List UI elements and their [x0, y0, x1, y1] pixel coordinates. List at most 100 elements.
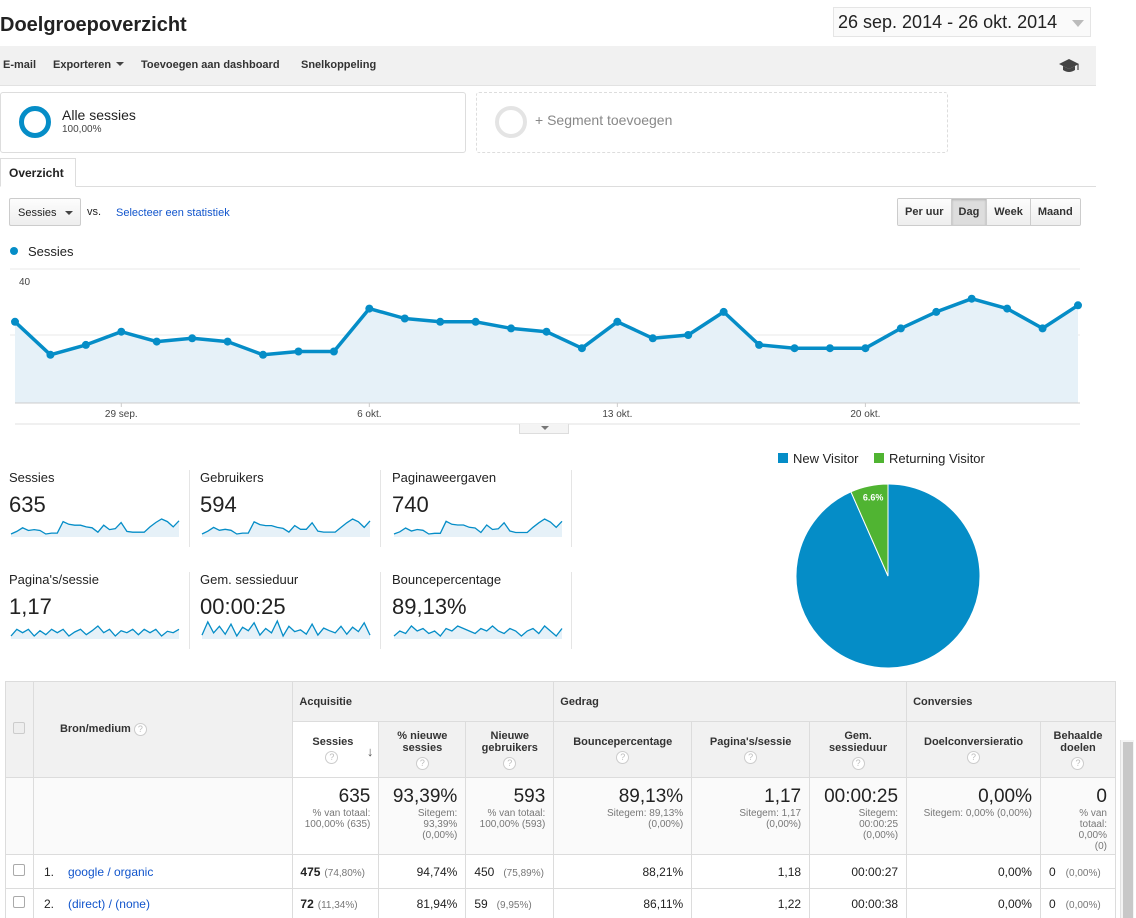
data-point[interactable] — [1038, 324, 1047, 333]
kpi-card[interactable]: Gebruikers 594 — [200, 470, 380, 548]
help-icon[interactable]: ? — [616, 750, 630, 764]
data-point[interactable] — [932, 307, 941, 316]
kpi-value: 89,13% — [392, 594, 467, 619]
column-header-label: Bouncepercentage — [573, 735, 673, 748]
col-new-sessions-pct[interactable]: % nieuwe sessies? — [378, 721, 467, 778]
add-segment-button[interactable]: + Segment toevoegen — [476, 92, 948, 153]
kpi-card[interactable]: Gem. sessieduur 00:00:25 — [200, 572, 380, 650]
data-point[interactable] — [223, 337, 232, 346]
data-point[interactable] — [46, 350, 55, 359]
row-checkbox[interactable] — [13, 864, 26, 876]
data-point[interactable] — [967, 294, 976, 303]
metric-select-label: Sessies — [18, 207, 57, 219]
tab-overview[interactable]: Overzicht — [0, 158, 76, 187]
help-icon[interactable]: ? — [967, 750, 981, 764]
data-point[interactable] — [329, 347, 338, 356]
chevron-down-icon[interactable] — [1072, 20, 1084, 27]
totals-sub: Sitegem: 1,17 (0,00%) — [739, 808, 802, 830]
data-point[interactable] — [117, 327, 126, 336]
email-button[interactable]: E-mail — [3, 59, 37, 71]
data-point[interactable] — [365, 304, 374, 313]
chart-collapse-handle[interactable] — [519, 424, 569, 434]
period-hour-button[interactable]: Per uur — [898, 199, 952, 225]
data-point[interactable] — [790, 344, 799, 353]
data-point[interactable] — [896, 324, 905, 333]
graduation-cap-icon[interactable] — [1058, 57, 1080, 75]
kpi-card[interactable]: Pagina's/sessie 1,17 — [9, 572, 189, 650]
cell-sessions: 72 (11,34%) — [292, 888, 380, 918]
data-point[interactable] — [471, 317, 480, 326]
data-point[interactable] — [719, 307, 728, 316]
data-point[interactable] — [684, 331, 693, 339]
data-point[interactable] — [81, 340, 90, 349]
date-range-picker[interactable]: 26 sep. 2014 - 26 okt. 2014 — [833, 7, 1091, 37]
row-source-link[interactable]: (direct) / (none) — [67, 896, 150, 911]
kpi-card[interactable]: Sessies 635 — [9, 470, 189, 548]
metric-select[interactable]: Sessies — [9, 198, 81, 226]
period-week-button[interactable]: Week — [987, 199, 1031, 225]
data-point[interactable] — [188, 334, 197, 343]
help-icon[interactable]: ? — [744, 750, 758, 764]
col-conversion-rate[interactable]: Doelconversieratio? — [906, 721, 1041, 778]
cell-new-users-value: 450 — [474, 864, 495, 879]
period-day-button[interactable]: Dag — [951, 199, 988, 225]
table-row[interactable]: 2. (direct) / (none) 72 (11,34%) 81,94% 59 (9,… — [5, 888, 1117, 918]
data-point[interactable] — [648, 334, 657, 343]
table-row[interactable]: 1. google / organic 475 (74,80%) 94,74% 450 (7… — [5, 854, 1117, 889]
select-statistic-link[interactable]: Selecteer een statistiek — [116, 207, 230, 219]
cell-new-users-pct: (9,95%) — [496, 899, 532, 911]
col-avg-duration[interactable]: Gem. sessieduur? — [809, 721, 908, 778]
shortcut-button[interactable]: Snelkoppeling — [301, 59, 377, 71]
data-point[interactable] — [825, 344, 834, 353]
table-scrollbar[interactable] — [1120, 740, 1134, 918]
data-point[interactable] — [755, 340, 764, 349]
data-point[interactable] — [1003, 304, 1012, 313]
data-point[interactable] — [400, 314, 409, 323]
data-point[interactable] — [861, 344, 870, 353]
row-source-link[interactable]: google / organic — [67, 864, 154, 879]
data-point[interactable] — [152, 337, 161, 346]
visitor-type-pie-chart[interactable]: 93.4%6.6% — [790, 478, 990, 674]
kpi-card[interactable]: Bouncepercentage 89,13% — [392, 572, 572, 650]
select-all-checkbox[interactable] — [13, 722, 26, 734]
dimension-header[interactable]: Bron/medium ? — [32, 681, 294, 778]
segment-ring-icon — [19, 106, 51, 138]
totals-sub: % van totaal: 0,00% (0) — [1078, 808, 1107, 852]
data-point[interactable] — [436, 317, 445, 326]
data-point[interactable] — [613, 317, 622, 326]
col-new-users[interactable]: Nieuwe gebruikers? — [465, 721, 555, 778]
col-goal-completions[interactable]: Behaalde doelen? — [1039, 721, 1117, 778]
data-point[interactable] — [294, 347, 303, 356]
totals-checkbox-cell — [5, 777, 34, 855]
col-bounce-rate[interactable]: Bouncepercentage? — [553, 721, 693, 778]
help-icon[interactable]: ? — [503, 756, 517, 770]
help-icon[interactable]: ? — [415, 756, 429, 770]
sparkline-area — [11, 519, 179, 537]
data-point[interactable] — [1074, 301, 1082, 310]
sessions-line-chart[interactable]: 204029 sep.6 okt.13 okt.20 okt. — [0, 265, 1096, 435]
data-point[interactable] — [259, 350, 268, 359]
data-point[interactable] — [507, 324, 516, 333]
period-month-button[interactable]: Maand — [1030, 199, 1080, 225]
data-point[interactable] — [577, 344, 586, 353]
pie-slice[interactable] — [850, 483, 889, 577]
help-icon[interactable]: ? — [1071, 756, 1085, 770]
kpi-card[interactable]: Paginaweergaven 740 — [392, 470, 572, 548]
add-to-dashboard-button[interactable]: Toevoegen aan dashboard — [141, 59, 280, 71]
export-button[interactable]: Exporteren — [53, 59, 125, 71]
col-sessions[interactable]: Sessies? ↓ — [292, 721, 380, 778]
help-icon[interactable]: ? — [325, 750, 339, 764]
col-pages-per-session[interactable]: Pagina's/sessie? — [691, 721, 811, 778]
help-icon[interactable]: ? — [133, 723, 147, 736]
segment-all-sessions[interactable]: Alle sessies 100,00% — [0, 92, 466, 153]
sparkline-area — [202, 621, 370, 639]
data-point[interactable] — [11, 317, 19, 326]
help-icon[interactable]: ? — [851, 756, 865, 770]
sort-desc-icon[interactable]: ↓ — [366, 744, 374, 759]
scrollbar-thumb[interactable] — [1123, 742, 1133, 918]
kpi-title: Gebruikers — [200, 470, 264, 485]
totals-sub: Sitegem: 00:00:25 (0,00%) — [858, 808, 899, 841]
row-checkbox[interactable] — [13, 896, 26, 908]
cell-sessions: 475 (74,80%) — [292, 854, 380, 889]
data-point[interactable] — [542, 327, 551, 336]
